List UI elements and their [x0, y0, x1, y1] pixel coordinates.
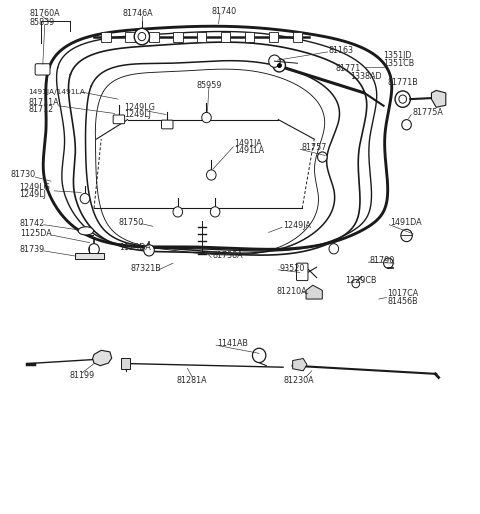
Polygon shape — [432, 90, 446, 107]
Circle shape — [144, 245, 155, 256]
FancyBboxPatch shape — [297, 263, 308, 281]
Text: 81210A: 81210A — [276, 287, 307, 297]
Bar — [197, 32, 206, 42]
Text: 1491LA: 1491LA — [234, 146, 264, 155]
Text: 1491JA/1491LA: 1491JA/1491LA — [28, 89, 85, 95]
Circle shape — [318, 152, 327, 162]
Circle shape — [134, 28, 150, 45]
Polygon shape — [121, 358, 130, 369]
Circle shape — [352, 280, 360, 288]
Polygon shape — [293, 358, 307, 371]
Text: 81738A: 81738A — [212, 251, 243, 260]
Text: 81790: 81790 — [369, 255, 395, 265]
Text: 81771: 81771 — [336, 64, 361, 73]
FancyBboxPatch shape — [113, 115, 125, 124]
Text: 1249LG: 1249LG — [19, 183, 50, 192]
FancyBboxPatch shape — [161, 120, 173, 129]
Bar — [149, 32, 158, 42]
Text: 81230A: 81230A — [283, 376, 314, 384]
Text: 1351JD: 1351JD — [384, 51, 412, 60]
Text: 81456B: 81456B — [387, 297, 418, 306]
Text: 87321B: 87321B — [131, 264, 162, 273]
Text: 1249LG: 1249LG — [124, 103, 155, 112]
Text: 1249LJ: 1249LJ — [124, 110, 151, 119]
Text: 81712: 81712 — [28, 105, 54, 114]
Text: 81739: 81739 — [20, 245, 45, 254]
Circle shape — [402, 120, 411, 130]
Text: 81711A: 81711A — [28, 98, 59, 107]
Text: 81740: 81740 — [211, 8, 237, 16]
Text: 1249JA: 1249JA — [283, 221, 311, 230]
Circle shape — [269, 55, 280, 67]
Bar — [101, 32, 111, 42]
Text: 1017CA: 1017CA — [387, 289, 419, 299]
Ellipse shape — [78, 227, 94, 235]
Text: 1229CB: 1229CB — [345, 276, 377, 285]
Bar — [173, 32, 182, 42]
Bar — [245, 32, 254, 42]
Text: 81771B: 81771B — [387, 78, 418, 87]
Circle shape — [252, 348, 266, 362]
Polygon shape — [75, 253, 104, 259]
Bar — [293, 32, 302, 42]
Text: 1491DA: 1491DA — [390, 218, 422, 227]
Text: 81742: 81742 — [20, 218, 45, 228]
Polygon shape — [306, 285, 323, 299]
Text: 93520: 93520 — [279, 264, 305, 273]
Text: 1125DA: 1125DA — [20, 229, 51, 238]
Text: 1338AD: 1338AD — [350, 71, 382, 81]
Text: 1351CB: 1351CB — [384, 59, 415, 68]
Circle shape — [384, 258, 393, 268]
Circle shape — [210, 207, 220, 217]
Circle shape — [138, 32, 146, 41]
Text: 81163: 81163 — [328, 46, 354, 55]
Bar — [221, 32, 230, 42]
Circle shape — [89, 244, 99, 255]
Circle shape — [395, 91, 410, 107]
Polygon shape — [93, 351, 112, 365]
Bar — [125, 32, 135, 42]
Text: 1125DA: 1125DA — [120, 243, 151, 252]
Circle shape — [329, 244, 338, 254]
Text: 1491JA: 1491JA — [234, 139, 262, 148]
Text: 85839: 85839 — [29, 18, 55, 27]
Circle shape — [273, 59, 286, 72]
Text: 1249LJ: 1249LJ — [19, 190, 46, 199]
Text: 1141AB: 1141AB — [217, 339, 248, 347]
Text: 81775A: 81775A — [412, 108, 443, 117]
Text: 81757: 81757 — [301, 143, 326, 152]
Circle shape — [80, 193, 90, 204]
Text: 81730: 81730 — [10, 171, 36, 179]
Bar — [269, 32, 278, 42]
Text: 81746A: 81746A — [122, 9, 153, 18]
Circle shape — [401, 229, 412, 242]
Circle shape — [206, 170, 216, 180]
Circle shape — [202, 113, 211, 123]
Circle shape — [173, 207, 182, 217]
Text: 81750: 81750 — [119, 217, 144, 227]
Text: 81199: 81199 — [70, 372, 95, 380]
Text: 81760A: 81760A — [29, 9, 60, 18]
Text: 85959: 85959 — [197, 81, 222, 90]
FancyBboxPatch shape — [35, 64, 50, 75]
Text: 81281A: 81281A — [177, 376, 207, 384]
Circle shape — [399, 95, 407, 103]
